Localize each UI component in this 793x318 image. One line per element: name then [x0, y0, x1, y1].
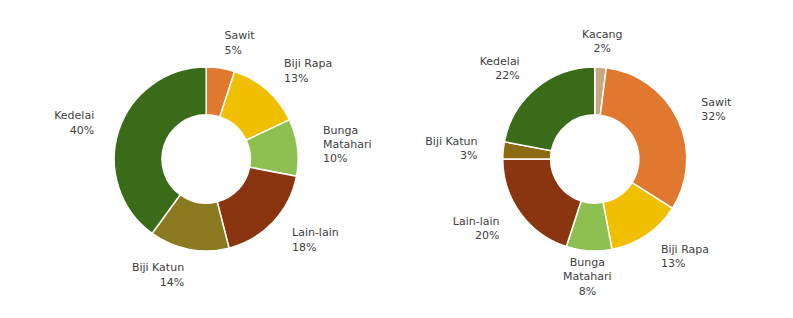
label-line: 3%	[460, 149, 477, 162]
label-line: Biji Rapa	[284, 57, 332, 70]
label-line: Kedelai	[54, 109, 94, 122]
label-line: Biji Rapa	[661, 243, 709, 256]
donut-chart: Sawit 5% Biji Rapa 13% BungaMatahari10% Lain-…	[54, 29, 371, 288]
slice-label: Sawit 5%	[225, 29, 256, 56]
slice-label: Sawit32%	[701, 96, 732, 123]
slice-label: Kedelai22%	[480, 55, 520, 82]
label-line: 14%	[160, 276, 184, 289]
donut-chart: Kacang2% Sawit32% Biji Rapa13% BungaMatahar…	[425, 28, 732, 298]
slice	[217, 167, 296, 248]
label-line: Kedelai	[480, 55, 520, 68]
slice-label: Kacang2%	[582, 28, 623, 55]
slice	[503, 159, 581, 246]
label-line: Sawit	[225, 29, 256, 42]
label-line: 13%	[284, 72, 308, 85]
label-line: 20%	[475, 229, 499, 242]
slices	[503, 67, 687, 251]
label-line: Matahari	[323, 138, 372, 151]
label-line: 2%	[593, 42, 610, 55]
slice-labels: Kacang2% Sawit32% Biji Rapa13% BungaMatahar…	[425, 28, 732, 298]
label-line: 5%	[225, 44, 242, 57]
slice-label: Biji Rapa13%	[661, 243, 709, 270]
slices	[114, 67, 298, 251]
slice-label: Kedelai 40%	[54, 109, 94, 136]
slice-label: Biji Katun3%	[425, 135, 477, 162]
slice-label: Biji Katun 14%	[132, 261, 184, 288]
slice	[603, 183, 672, 250]
slice-label: BungaMatahari10%	[323, 124, 372, 166]
slice-label: Lain-lain 18%	[292, 226, 339, 253]
label-line: 32%	[701, 110, 725, 123]
slice	[114, 67, 206, 233]
label-line: Kacang	[582, 28, 623, 41]
label-line: 18%	[292, 241, 316, 254]
label-line: 8%	[579, 285, 596, 298]
label-line: Biji Katun	[425, 135, 477, 148]
label-line: Biji Katun	[132, 261, 184, 274]
slice-labels: Sawit 5% Biji Rapa 13% BungaMatahari10% Lain-…	[54, 29, 371, 288]
label-line: Lain-lain	[292, 226, 339, 239]
slice-label: Biji Rapa 13%	[284, 57, 332, 84]
slice-label: BungaMatahari 8%	[563, 256, 612, 298]
label-line: 22%	[495, 69, 519, 82]
slice	[600, 68, 686, 209]
label-line: Bunga	[570, 256, 605, 269]
label-line: Bunga	[323, 124, 358, 137]
label-line: Sawit	[701, 96, 732, 109]
chart-root: Sawit5%Biji Rapa13%BungaMatahari10%Lain-…	[0, 0, 793, 318]
label-line: 10%	[323, 152, 347, 165]
label-line: Lain-lain	[453, 215, 500, 228]
label-line: 13%	[661, 257, 685, 270]
label-line: 40%	[70, 124, 94, 137]
label-line: Matahari	[563, 270, 612, 283]
slice-label: Lain-lain20%	[453, 215, 500, 242]
